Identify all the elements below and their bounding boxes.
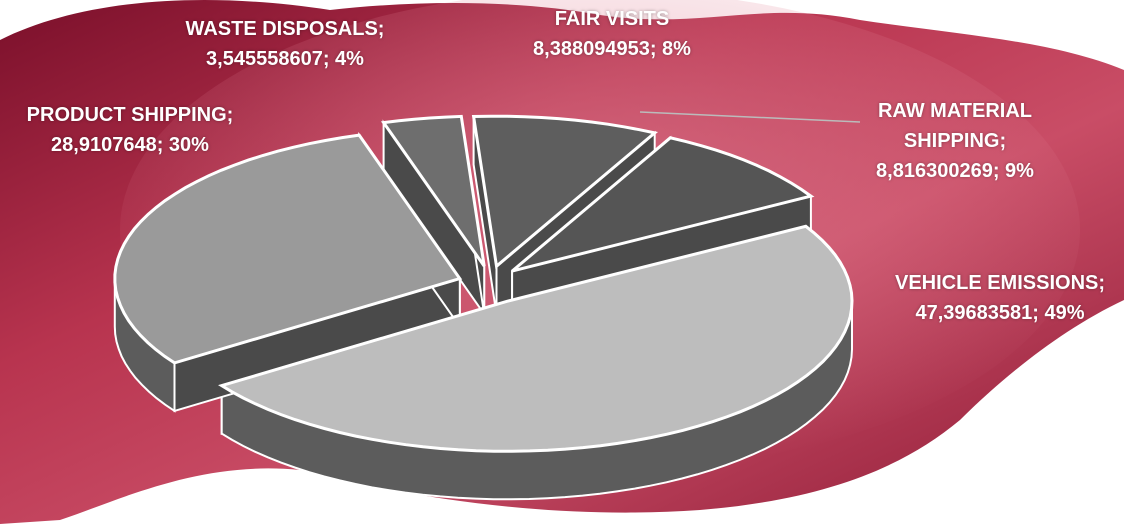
value-label: 3,545558607; 4% (206, 48, 364, 70)
slice (471, 114, 659, 270)
data-label: RAW MATERIAL SHIPPING; 8,816300269; 9% (865, 96, 1045, 186)
slice (511, 136, 815, 273)
category-label: WASTE DISPOSALS; (185, 18, 385, 40)
value-label: 8,816300269; 9% (876, 160, 1034, 182)
data-label: PRODUCT SHIPPING; 28,9107648; 30% (0, 100, 265, 160)
value-label: 8,388094953; 8% (533, 38, 691, 60)
leader-line (639, 111, 861, 123)
pie (113, 114, 854, 501)
category-label: VEHICLE EMISSIONS; (894, 272, 1106, 294)
category-label: RAW MATERIAL SHIPPING; (877, 100, 1033, 152)
data-label: VEHICLE EMISSIONS; 47,39683581; 49% (870, 268, 1124, 328)
data-label: WASTE DISPOSALS; 3,545558607; 4% (155, 14, 415, 74)
slice (113, 133, 463, 365)
value-label: 47,39683581; 49% (915, 302, 1085, 324)
value-label: 28,9107648; 30% (51, 134, 209, 156)
category-label: PRODUCT SHIPPING; (26, 104, 234, 126)
slice (218, 224, 854, 453)
data-label: FAIR VISITS 8,388094953; 8% (492, 4, 732, 64)
category-label: FAIR VISITS (554, 8, 670, 30)
slice (380, 114, 486, 267)
